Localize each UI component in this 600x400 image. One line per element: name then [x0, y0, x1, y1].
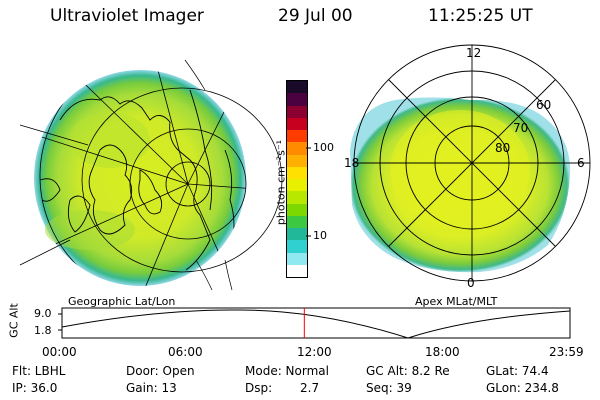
mlt-label-18: 18	[344, 156, 360, 170]
color-scale-swatch	[287, 130, 307, 143]
mlat-label-70: 70	[513, 121, 529, 135]
color-scale-swatch	[287, 215, 307, 228]
geographic-caption: Geographic Lat/Lon	[68, 295, 176, 308]
apex-caption: Apex MLat/MLT	[415, 295, 498, 308]
observation-date: 29 Jul 00	[278, 6, 353, 26]
mlt-label-6: 6	[577, 156, 585, 170]
altitude-curve	[61, 309, 571, 339]
color-scale-swatch	[287, 252, 307, 265]
timeline-xtick-1800: 18:00	[425, 345, 460, 359]
mlat-label-60: 60	[536, 98, 552, 112]
color-scale-swatch	[287, 142, 307, 155]
door-readout: Door: Open	[126, 364, 195, 378]
colorbar-tick-100: 100	[313, 141, 334, 154]
color-scale-swatch	[287, 191, 307, 204]
color-scale-swatch	[287, 228, 307, 241]
color-scale-swatch	[287, 105, 307, 118]
mlt-label-0: 0	[467, 276, 475, 290]
ip-readout: IP: 36.0	[12, 381, 58, 395]
dsp-label: Dsp:	[245, 381, 273, 395]
gain-readout: Gain: 13	[126, 381, 177, 395]
instrument-title: Ultraviolet Imager	[50, 6, 204, 26]
mlat-label-80: 80	[495, 141, 511, 155]
timeline-xtick-0000: 00:00	[42, 345, 77, 359]
dsp-value: 2.7	[300, 381, 320, 395]
color-scale-swatch	[287, 154, 307, 167]
filter-readout: Flt: LBHL	[12, 364, 66, 378]
color-scale-swatch	[287, 240, 307, 253]
color-scale-bar	[286, 80, 308, 278]
timeline-xtick-1200: 12:00	[297, 345, 332, 359]
color-scale-swatch	[287, 93, 307, 106]
observation-time: 11:25:25 UT	[428, 6, 533, 26]
colorbar-tick-10: 10	[313, 229, 327, 242]
color-scale-swatch	[287, 264, 307, 277]
color-scale-swatch	[287, 179, 307, 192]
timeline-xtick-2359: 23:59	[549, 345, 584, 359]
color-scale-swatch	[287, 117, 307, 130]
seq-readout: Seq: 39	[366, 381, 412, 395]
glon-readout: GLon: 234.8	[486, 381, 559, 395]
mode-readout: Mode: Normal	[245, 364, 329, 378]
color-scale-swatch	[287, 81, 307, 94]
glat-readout: GLat: 74.4	[486, 364, 549, 378]
mlt-label-12: 12	[466, 46, 482, 60]
timeline-y-label: GC Alt	[7, 303, 21, 338]
timeline-ytick-1-8: 1.8	[34, 324, 52, 337]
color-scale-swatch	[287, 203, 307, 216]
color-scale-swatch	[287, 166, 307, 179]
timeline-xtick-0600: 06:00	[168, 345, 203, 359]
timeline-ytick-9: 9.0	[34, 307, 52, 320]
gc-alt-readout: GC Alt: 8.2 Re	[366, 364, 450, 378]
